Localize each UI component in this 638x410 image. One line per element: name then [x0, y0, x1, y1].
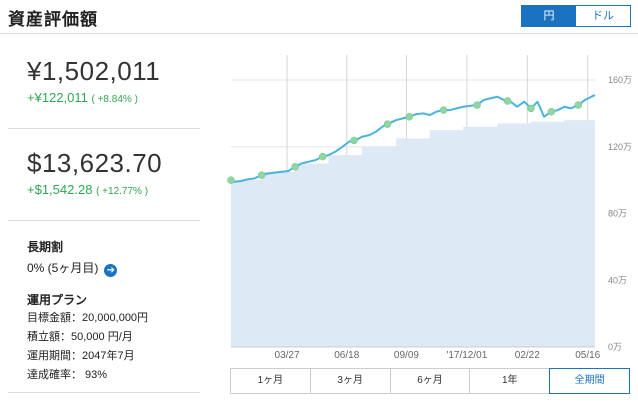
y-tick-label: 0万: [608, 342, 622, 352]
x-tick-label: 05/16: [575, 350, 600, 361]
period-3-months-button[interactable]: 3ヶ月: [309, 368, 391, 394]
period-selector: 1ヶ月 3ヶ月 6ヶ月 1年 全期間: [230, 368, 630, 394]
plan-success-probability: 達成確率： 93%: [27, 369, 108, 381]
long-term-discount-row: 0% (5ヶ月目) ➔: [27, 259, 118, 277]
x-tick-label: '17/12/01: [446, 350, 487, 361]
y-tick-label: 120万: [608, 142, 632, 152]
contribution-marker: [439, 106, 448, 114]
period-1-month-button[interactable]: 1ヶ月: [230, 368, 311, 394]
page-title: 資産評価額: [8, 10, 98, 29]
plan-period: 運用期間：2047年7月: [27, 350, 135, 362]
jpy-total-value: ¥1,502,011: [27, 56, 161, 86]
usd-gain-percent: ( +12.77% ): [96, 186, 149, 197]
summary-divider-2: [8, 220, 200, 221]
x-tick-label: 06/18: [334, 350, 359, 361]
y-tick-label: 160万: [608, 75, 632, 85]
period-all-button[interactable]: 全期間: [549, 368, 630, 394]
jpy-gain-percent: ( +8.84% ): [91, 94, 138, 105]
long-term-discount-value: 0% (5ヶ月目): [27, 261, 99, 275]
summary-divider-1: [8, 128, 200, 129]
period-6-months-button[interactable]: 6ヶ月: [389, 368, 471, 394]
contribution-marker: [503, 97, 512, 105]
x-tick-label: 03/27: [275, 350, 300, 361]
arrow-right-icon[interactable]: ➔: [104, 264, 118, 277]
y-tick-label: 80万: [608, 209, 627, 219]
usd-gain-amount: +$1,542.28: [27, 182, 93, 197]
contributions-area: [231, 116, 595, 347]
y-tick-label: 40万: [608, 275, 627, 285]
period-1-year-button[interactable]: 1年: [469, 368, 551, 394]
currency-yen-button[interactable]: 円: [522, 6, 576, 26]
contribution-marker: [383, 120, 392, 128]
contribution-marker: [350, 136, 358, 145]
currency-dollar-button[interactable]: ドル: [576, 6, 630, 26]
contribution-marker: [257, 171, 266, 179]
contribution-marker: [527, 104, 535, 113]
jpy-gain-amount: +¥122,011: [27, 90, 88, 105]
contribution-marker: [227, 176, 235, 184]
contribution-marker: [547, 107, 556, 116]
contribution-marker: [291, 163, 299, 171]
usd-gain: +$1,542.28 ( +12.77% ): [27, 182, 148, 197]
plan-label: 運用プラン: [27, 293, 88, 307]
usd-total-value: $13,623.70: [27, 148, 163, 178]
jpy-gain: +¥122,011 ( +8.84% ): [27, 90, 138, 105]
contribution-marker: [318, 152, 327, 161]
contribution-marker: [405, 112, 414, 121]
x-tick-label: 02/22: [515, 350, 540, 361]
currency-toggle: 円 ドル: [521, 5, 631, 27]
contribution-marker: [574, 101, 583, 109]
x-tick-label: 09/09: [394, 350, 419, 361]
plan-target-amount: 目標金額：20,000,000円: [27, 312, 149, 324]
plan-monthly-contribution: 積立額：50,000 円/月: [27, 331, 133, 343]
long-term-discount-label: 長期割: [27, 240, 64, 254]
summary-divider-3: [8, 392, 200, 393]
contribution-marker: [473, 101, 481, 109]
header-divider: [0, 33, 638, 34]
